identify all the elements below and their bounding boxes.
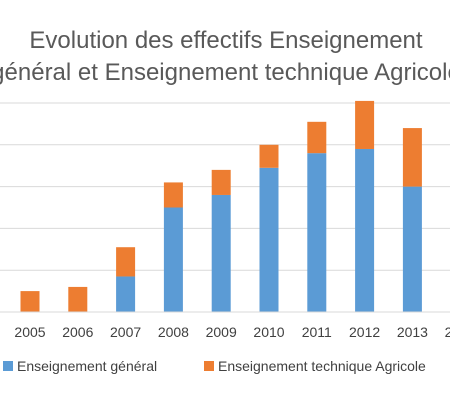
bar-segment-enseignement-technique-agricole-2011: [307, 121, 327, 154]
x-tick-labels: 2005 2006 2007 2008 2009 2010 2011 2012 2013 2014: [14, 324, 450, 340]
legend-label-enseignement-general: Enseignement général: [17, 358, 157, 374]
x-tick-label: 2013: [397, 324, 428, 340]
chart-title-line-1: Evolution des effectifs Enseignement: [29, 27, 422, 54]
x-tick-label: 2012: [349, 324, 380, 340]
bar-segment-enseignement-general-2013: [402, 186, 422, 312]
x-tick-label: 2008: [158, 324, 189, 340]
bar-segment-enseignement-general-2007: [116, 276, 136, 312]
bar-segment-enseignement-general-2010: [259, 167, 279, 312]
legend: Enseignement général Enseignement techni…: [3, 358, 426, 374]
bar-segment-enseignement-technique-agricole-2009: [211, 169, 231, 195]
x-tick-label: 2010: [253, 324, 284, 340]
x-tick-label: 2009: [206, 324, 237, 340]
legend-swatch-enseignement-general: [3, 361, 13, 371]
bar-segment-enseignement-technique-agricole-2013: [402, 128, 422, 187]
bar-segment-enseignement-technique-agricole-2008: [163, 182, 183, 208]
chart-title-line-2: général et Enseignement technique Agrico…: [0, 59, 450, 86]
bar-segment-enseignement-general-2009: [211, 194, 231, 312]
bar-segment-enseignement-general-2011: [307, 153, 327, 312]
bar-segment-enseignement-technique-agricole-2012: [355, 100, 375, 149]
bar-segment-enseignement-general-2008: [163, 207, 183, 312]
x-tick-label: 2005: [14, 324, 45, 340]
bar-segment-enseignement-technique-agricole-2010: [259, 144, 279, 168]
x-tick-label: 2014: [445, 324, 450, 340]
legend-swatch-enseignement-technique-agricole: [204, 361, 214, 371]
bar-segment-enseignement-technique-agricole-2007: [116, 247, 136, 277]
bar-segment-enseignement-general-2012: [355, 148, 375, 312]
x-tick-label: 2006: [62, 324, 93, 340]
bar-segment-enseignement-technique-agricole-2005: [20, 291, 40, 312]
bar-segment-enseignement-technique-agricole-2006: [68, 286, 88, 312]
legend-label-enseignement-technique-agricole: Enseignement technique Agricole: [218, 358, 426, 374]
x-tick-label: 2007: [110, 324, 141, 340]
bars: [20, 100, 422, 312]
x-tick-label: 2011: [302, 324, 332, 340]
